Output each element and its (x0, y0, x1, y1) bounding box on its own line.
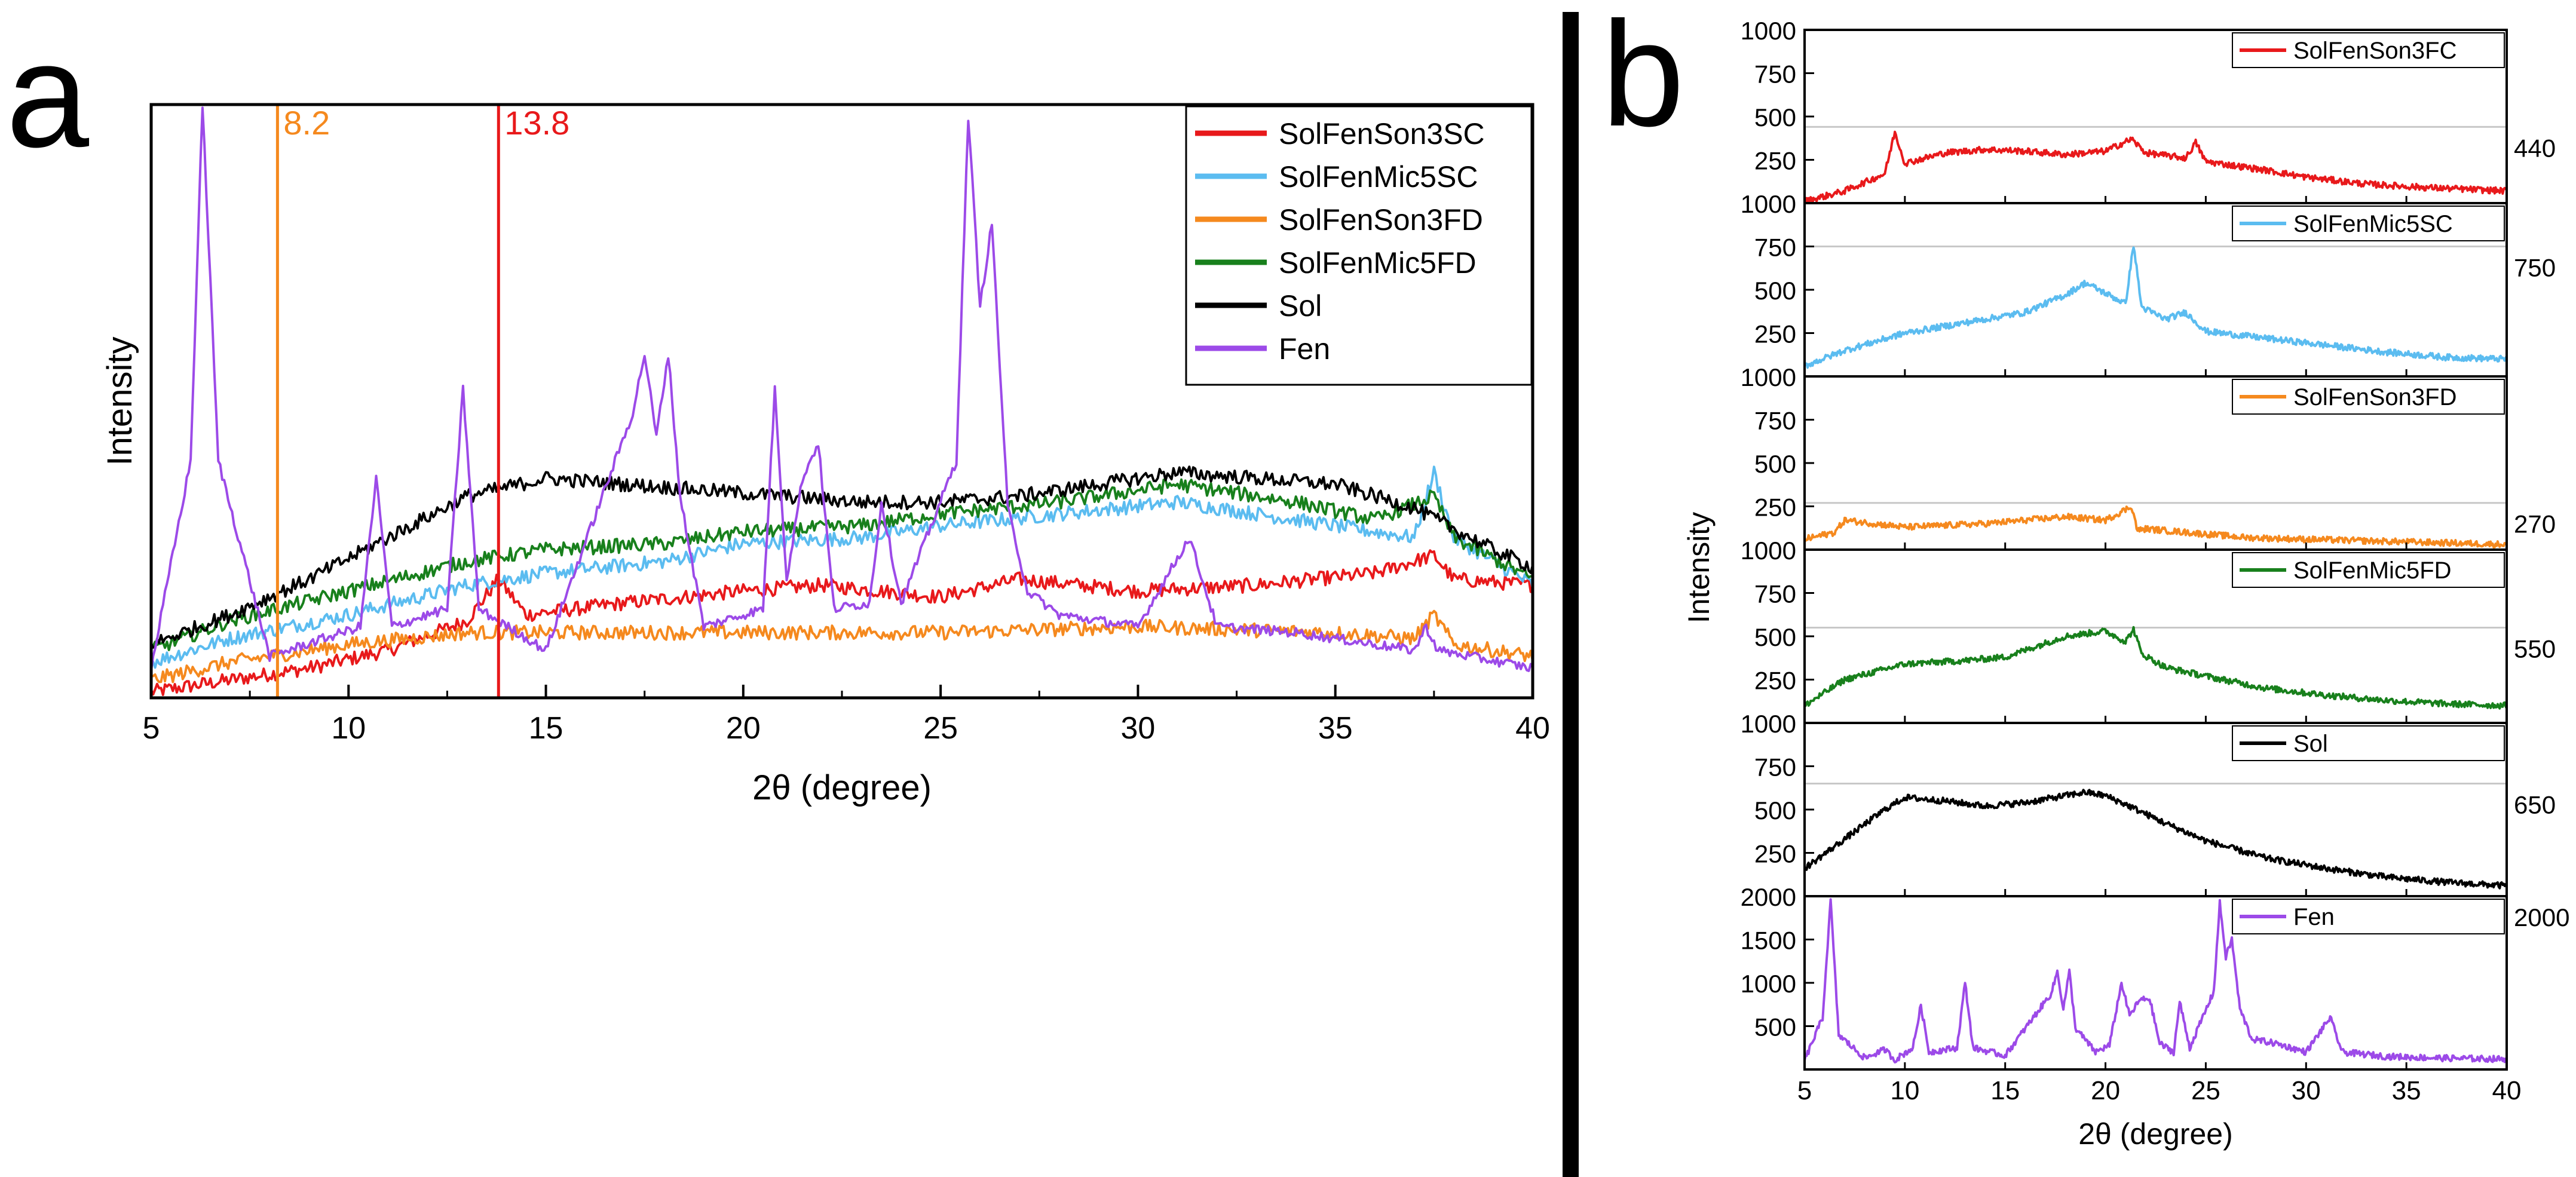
panel-a-legend: SolFenSon3SCSolFenMic5SCSolFenSon3FDSolF… (1185, 105, 1533, 386)
threshold-label-sol: 650 (2514, 791, 2556, 819)
legend-label-solfenson3fd: SolFenSon3FD (2293, 384, 2456, 410)
threshold-label-solfenson3fc: 440 (2514, 134, 2556, 162)
x-tick-label-30: 30 (1121, 711, 1156, 746)
legend-label-sol: Sol (1279, 289, 1322, 323)
x-tick-label-10: 10 (1890, 1076, 1919, 1105)
marker-label-8-2: 8.2 (283, 104, 330, 142)
x-tick-label-40: 40 (1515, 711, 1550, 746)
x-tick-label-20: 20 (726, 711, 761, 746)
x-tick-label-35: 35 (1318, 711, 1353, 746)
y-tick-label: 250 (1754, 147, 1796, 175)
y-tick-label: 250 (1754, 840, 1796, 868)
legend-label-solfenmic5fd: SolFenMic5FD (2293, 557, 2452, 584)
series-sol-line (150, 465, 1534, 649)
panel-b-letter: b (1601, 0, 1684, 157)
y-tick-label: 250 (1754, 494, 1796, 522)
panel-a-letter: a (6, 11, 90, 178)
y-tick-label: 750 (1754, 753, 1796, 781)
subplot-solfenson3fc: 250 500 750 1000 SolFenSon3FC 440 (1741, 17, 2556, 204)
y-tick-label: 1500 (1741, 927, 1796, 955)
legend-label-solfenmic5sc: SolFenMic5SC (1279, 160, 1478, 194)
y-tick-label: 250 (1754, 667, 1796, 695)
y-tick-label: 500 (1754, 277, 1796, 305)
y-tick-label: 500 (1754, 623, 1796, 651)
marker-label-13-8: 13.8 (504, 104, 569, 142)
panel-b-chart: 250 500 750 1000 SolFenSon3FC 440 250 500 750 100… (1682, 17, 2569, 1151)
y-tick-label: 1000 (1741, 190, 1796, 218)
series-solfenmic5sc-line (1803, 246, 2507, 369)
legend-label-sol: Sol (2293, 731, 2328, 757)
y-tick-label: 750 (1754, 60, 1796, 88)
series-fen-line (1803, 898, 2508, 1063)
x-tick-label-10: 10 (331, 711, 366, 746)
y-tick-label: 750 (1754, 234, 1796, 262)
y-tick-label: 250 (1754, 320, 1796, 348)
y-tick-label: 1000 (1741, 537, 1796, 565)
panel-a-legend-box (1185, 105, 1533, 386)
legend-label-fen: Fen (2293, 904, 2335, 930)
y-tick-label: 750 (1754, 580, 1796, 608)
y-tick-label: 500 (1754, 1013, 1796, 1041)
panel-a-xlabel: 2θ (degree) (752, 768, 932, 807)
subplot-solfenmic5fd: 250 500 750 1000 SolFenMic5FD 550 (1741, 537, 2556, 724)
y-tick-label: 500 (1754, 450, 1796, 478)
panel-b-xlabel: 2θ (degree) (2078, 1117, 2233, 1151)
x-tick-label-30: 30 (2292, 1076, 2321, 1105)
x-tick-label-20: 20 (2091, 1076, 2120, 1105)
series-solfenmic5sc-line (151, 465, 1534, 669)
y-tick-label: 500 (1754, 103, 1796, 131)
threshold-label-solfenmic5fd: 550 (2514, 635, 2556, 663)
series-solfenson3fd-line (1803, 505, 2507, 548)
panel-a-ylabel: Intensity (100, 337, 139, 466)
x-tick-label-15: 15 (1990, 1076, 2020, 1105)
threshold-label-fen: 2000 (2514, 903, 2569, 931)
x-tick-label-35: 35 (2392, 1076, 2421, 1105)
y-tick-label: 1000 (1741, 363, 1796, 391)
y-tick-label: 2000 (1741, 883, 1796, 911)
subplot-solfenmic5sc: 250 500 750 1000 SolFenMic5SC 750 (1741, 190, 2556, 378)
legend-label-solfenson3fc: SolFenSon3FC (2293, 38, 2456, 64)
x-tick-label-25: 25 (923, 711, 958, 746)
series-solfenson3sc-line (150, 549, 1533, 696)
threshold-label-solfenson3fd: 270 (2514, 510, 2556, 538)
legend-label-solfenmic5fd: SolFenMic5FD (1279, 246, 1477, 280)
legend-label-solfenmic5sc: SolFenMic5SC (2293, 211, 2453, 237)
legend-label-fen: Fen (1279, 332, 1330, 366)
legend-label-solfenson3fd: SolFenSon3FD (1279, 203, 1483, 237)
series-solfenson3fc-line (1803, 130, 2508, 204)
threshold-label-solfenmic5sc: 750 (2514, 254, 2556, 282)
y-tick-label: 500 (1754, 796, 1796, 824)
y-tick-label: 1000 (1741, 17, 1796, 45)
subplot-fen: 500 1000 1500 2000 Fen 2000 (1741, 883, 2569, 1071)
series-solfenmic5fd-line (1803, 626, 2508, 710)
y-tick-label: 1000 (1741, 970, 1796, 998)
x-tick-label-5: 5 (143, 711, 160, 746)
series-fen-line (150, 106, 1534, 672)
series-solfenmic5fd-line (150, 478, 1533, 651)
x-tick-label-25: 25 (2191, 1076, 2220, 1105)
subplot-solfenson3fd: 250 500 750 1000 SolFenSon3FD 270 (1741, 363, 2556, 551)
legend-label-solfenson3sc: SolFenSon3SC (1279, 117, 1485, 151)
x-tick-label-15: 15 (529, 711, 563, 746)
panel-b-ylabel: Intensity (1682, 512, 1716, 623)
x-tick-label-40: 40 (2492, 1076, 2522, 1105)
panel-divider (1563, 12, 1579, 1177)
y-tick-label: 1000 (1741, 710, 1796, 738)
subplot-sol: 250 500 750 1000 Sol 650 (1741, 710, 2556, 897)
y-tick-label: 750 (1754, 407, 1796, 435)
series-sol-line (1804, 789, 2508, 890)
x-tick-label-5: 5 (1797, 1076, 1812, 1105)
